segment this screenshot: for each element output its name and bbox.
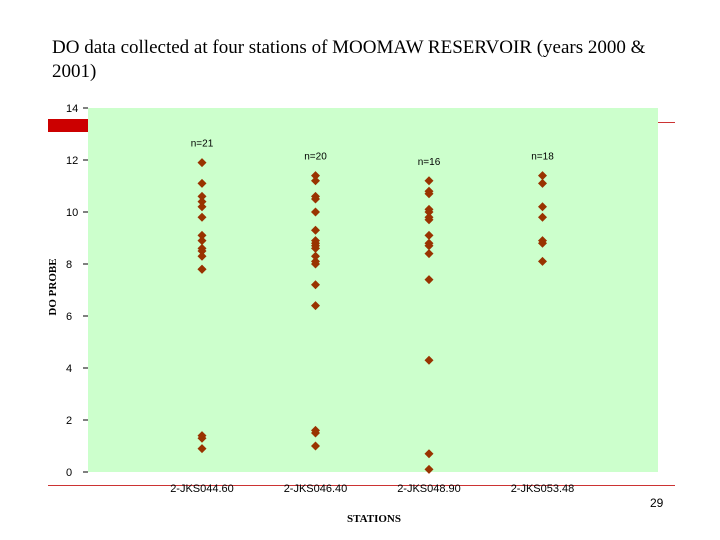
x-axis: 2-JKS044.60 2-JKS046.40 2-JKS048.90 2-JKS05… — [170, 483, 574, 495]
y-tick-label: 8 — [66, 259, 72, 271]
data-point — [424, 275, 434, 285]
x-tick-label: 2-JKS048.90 — [397, 483, 461, 495]
data-point — [424, 207, 434, 217]
data-point — [538, 171, 547, 181]
data-point — [538, 256, 547, 266]
data-point — [311, 301, 320, 311]
data-point — [197, 444, 207, 454]
data-point — [197, 264, 207, 274]
x-tick-label: 2-JKS053.48 — [511, 483, 575, 495]
data-point — [538, 178, 547, 188]
data-point — [311, 259, 320, 269]
data-point — [424, 189, 434, 199]
data-point — [197, 197, 207, 207]
data-point — [538, 212, 547, 222]
data-point — [197, 246, 207, 256]
data-point — [197, 433, 207, 443]
x-tick-label: 2-JKS044.60 — [170, 483, 234, 495]
data-point — [424, 449, 434, 459]
y-tick-label: 6 — [66, 311, 72, 323]
y-tick-label: 4 — [66, 363, 72, 375]
data-point — [197, 191, 207, 201]
data-point — [424, 230, 434, 240]
y-tick-label: 12 — [66, 155, 78, 167]
count-label: n=21 — [191, 139, 214, 150]
data-point — [424, 249, 434, 259]
data-point — [311, 441, 320, 451]
data-point — [311, 171, 320, 181]
count-label: n=18 — [531, 152, 554, 163]
data-point — [311, 428, 320, 438]
count-label: n=16 — [418, 157, 441, 168]
data-point — [197, 251, 207, 261]
data-points — [197, 158, 547, 474]
data-point — [197, 158, 207, 168]
y-tick-label: 0 — [66, 467, 72, 479]
count-labels: n=21 n=20 n=16 n=18 — [191, 139, 554, 168]
data-point — [197, 230, 207, 240]
y-tick-label: 10 — [66, 207, 78, 219]
data-point — [424, 215, 434, 225]
data-point — [197, 202, 207, 212]
data-point — [311, 207, 320, 217]
data-point — [538, 202, 547, 212]
accent-red-block — [48, 119, 90, 132]
data-point — [424, 241, 434, 251]
data-point — [424, 464, 434, 474]
data-point — [311, 251, 320, 261]
data-point — [311, 194, 320, 204]
y-tick-label: 2 — [66, 415, 72, 427]
data-point — [197, 178, 207, 188]
data-point — [424, 176, 434, 186]
x-tick-label: 2-JKS046.40 — [284, 483, 348, 495]
data-point — [311, 225, 320, 235]
data-point — [424, 355, 434, 365]
plot-area — [88, 108, 658, 472]
y-axis: 0 2 4 6 8 10 12 14 — [66, 103, 88, 479]
y-axis-title: DO PROBE — [47, 258, 59, 315]
data-point — [311, 280, 320, 290]
slide-number: 29 — [650, 496, 664, 510]
data-point — [197, 212, 207, 222]
data-point — [311, 176, 320, 186]
x-axis-title: STATIONS — [347, 513, 401, 525]
count-label: n=20 — [304, 152, 327, 163]
data-point — [538, 238, 547, 248]
slide-title: DO data collected at four stations of MO… — [52, 37, 646, 82]
data-point — [311, 243, 320, 253]
y-tick-label: 14 — [66, 103, 78, 115]
data-point — [197, 236, 207, 246]
accent-bottom-line — [48, 485, 675, 486]
